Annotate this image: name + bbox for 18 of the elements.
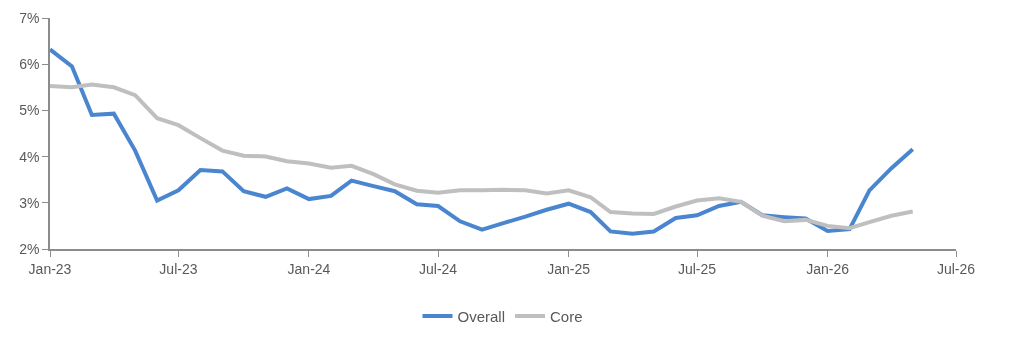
x-tick-label: Jan-24 [287,260,331,277]
x-tick-label: Jan-25 [547,260,591,277]
y-tick-label: 6% [19,56,40,73]
line-series [50,82,915,231]
y-tick-label: 5% [19,102,40,119]
y-tick-label: 7% [19,9,40,26]
line-series [50,47,915,236]
y-tick-label: 2% [19,240,40,257]
legend-label: Core [550,307,583,325]
y-tick-label: 4% [19,148,40,165]
x-tick-label: Jul-25 [677,260,717,277]
x-tick-label: Jul-23 [159,260,198,277]
y-tick-label: 3% [19,194,40,211]
x-tick-label: Jan-26 [806,260,850,277]
x-tick-label: Jul-26 [936,260,976,277]
x-tick-label: Jul-24 [419,260,458,277]
legend-label: Overall [457,307,506,325]
x-tick-label: Jan-23 [28,260,72,277]
